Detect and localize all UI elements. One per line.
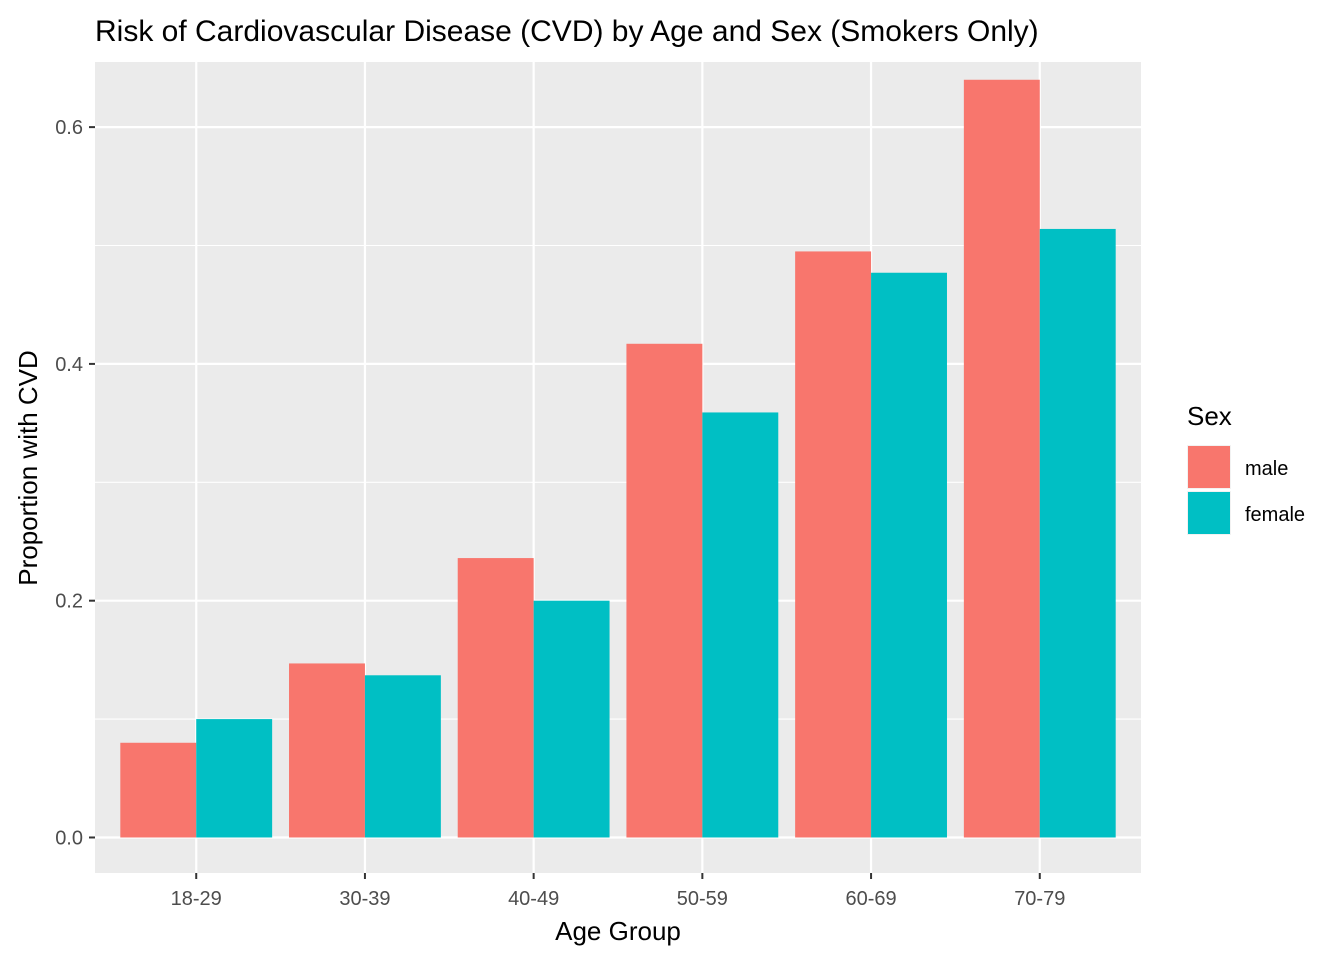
x-axis-label: Age Group [555, 916, 681, 946]
bar-male-40-49 [457, 558, 534, 838]
x-tick-label: 18-29 [171, 888, 222, 910]
bar-male-18-29 [120, 742, 197, 838]
bar-female-70-79 [1039, 228, 1116, 838]
y-tick-label: 0.6 [55, 117, 83, 139]
x-tick-label: 40-49 [508, 888, 559, 910]
legend-label-female: female [1245, 504, 1305, 526]
legend-title: Sex [1187, 401, 1232, 431]
bar-female-50-59 [702, 412, 779, 838]
x-tick-label: 60-69 [845, 888, 896, 910]
y-tick-label: 0.2 [55, 591, 83, 613]
y-axis-label: Proportion with CVD [13, 350, 43, 586]
bar-female-60-69 [871, 272, 947, 838]
x-tick-label: 70-79 [1014, 888, 1065, 910]
bar-male-30-39 [289, 663, 365, 838]
bar-male-70-79 [963, 79, 1040, 838]
x-tick-label: 30-39 [339, 888, 390, 910]
bar-female-40-49 [533, 600, 610, 838]
legend-label-male: male [1245, 458, 1288, 480]
x-axis: 18-29 30-39 40-49 50-59 60-69 70-79 [171, 873, 1065, 910]
legend-key-female [1188, 492, 1230, 534]
y-tick-label: 0.4 [55, 354, 83, 376]
bar-female-18-29 [196, 719, 273, 838]
legend-key-male [1188, 446, 1230, 488]
x-tick-label: 50-59 [677, 888, 728, 910]
bar-male-60-69 [795, 251, 872, 838]
bars [120, 79, 1116, 838]
bar-female-30-39 [364, 675, 441, 838]
bar-male-50-59 [626, 343, 703, 838]
legend: Sex male female [1187, 401, 1305, 535]
y-tick-label: 0.0 [55, 827, 83, 849]
y-axis: 0.0 0.2 0.4 0.6 [55, 117, 95, 849]
chart-title: Risk of Cardiovascular Disease (CVD) by … [95, 15, 1039, 48]
